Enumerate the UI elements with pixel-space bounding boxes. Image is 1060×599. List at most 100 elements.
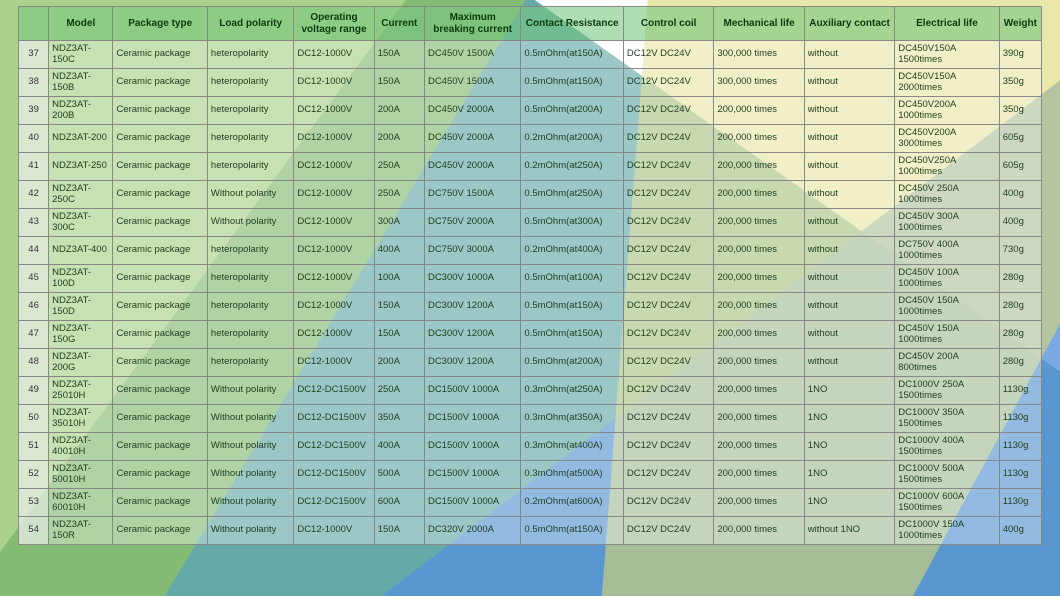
cell: DC12V DC24V xyxy=(623,517,713,545)
row-index: 54 xyxy=(19,517,49,545)
cell: DC1500V 1000A xyxy=(424,377,520,405)
cell: DC12-1000V xyxy=(294,265,374,293)
cell: DC450V200A 3000times xyxy=(895,125,1000,153)
cell: Without polarity xyxy=(207,461,293,489)
cell: 1130g xyxy=(999,461,1041,489)
cell: 150A xyxy=(374,321,424,349)
cell: 605g xyxy=(999,125,1041,153)
cell: DC450V 1500A xyxy=(424,41,520,69)
cell: 200,000 times xyxy=(714,293,804,321)
cell: DC12-1000V xyxy=(294,293,374,321)
cell: Ceramic package xyxy=(113,349,207,377)
cell: 200,000 times xyxy=(714,125,804,153)
cell: DC12-1000V xyxy=(294,517,374,545)
col-header: Package type xyxy=(113,7,207,41)
table-row: 39NDZ3AT-200BCeramic packageheteropolari… xyxy=(19,97,1042,125)
cell: 0.5mOhm(at150A) xyxy=(521,293,624,321)
cell: DC450V150A 2000times xyxy=(895,69,1000,97)
cell: DC12V DC24V xyxy=(623,41,713,69)
cell: heteropolarity xyxy=(207,321,293,349)
cell: DC12V DC24V xyxy=(623,265,713,293)
cell: 250A xyxy=(374,181,424,209)
cell: DC450V 250A 1000times xyxy=(895,181,1000,209)
cell: heteropolarity xyxy=(207,153,293,181)
cell: DC12-1000V xyxy=(294,209,374,237)
cell: DC12V DC24V xyxy=(623,69,713,97)
cell: DC12V DC24V xyxy=(623,153,713,181)
cell: 400g xyxy=(999,181,1041,209)
cell: 200,000 times xyxy=(714,433,804,461)
cell: 280g xyxy=(999,349,1041,377)
cell: 200,000 times xyxy=(714,489,804,517)
cell: DC450V 300A 1000times xyxy=(895,209,1000,237)
cell: NDZ3AT-100D xyxy=(49,265,113,293)
cell: Ceramic package xyxy=(113,405,207,433)
cell: without xyxy=(804,125,894,153)
cell: heteropolarity xyxy=(207,41,293,69)
cell: 0.5mOhm(at300A) xyxy=(521,209,624,237)
cell: NDZ3AT-250C xyxy=(49,181,113,209)
cell: DC1000V 400A 1500times xyxy=(895,433,1000,461)
cell: DC12V DC24V xyxy=(623,377,713,405)
cell: NDZ3AT-150B xyxy=(49,69,113,97)
cell: DC300V 1200A xyxy=(424,349,520,377)
cell: DC12-DC1500V xyxy=(294,489,374,517)
cell: 200,000 times xyxy=(714,181,804,209)
cell: DC450V250A 1000times xyxy=(895,153,1000,181)
col-header xyxy=(19,7,49,41)
table-row: 42NDZ3AT-250CCeramic packageWithout pola… xyxy=(19,181,1042,209)
cell: Without polarity xyxy=(207,517,293,545)
row-index: 48 xyxy=(19,349,49,377)
table-body: 37NDZ3AT-150CCeramic packageheteropolari… xyxy=(19,41,1042,545)
cell: 0.5mOhm(at150A) xyxy=(521,321,624,349)
cell: without xyxy=(804,41,894,69)
cell: without xyxy=(804,97,894,125)
cell: 400g xyxy=(999,517,1041,545)
cell: DC320V 2000A xyxy=(424,517,520,545)
cell: DC450V 150A 1000times xyxy=(895,321,1000,349)
row-index: 49 xyxy=(19,377,49,405)
spec-table: ModelPackage typeLoad polarityOperating … xyxy=(18,6,1042,545)
cell: 350A xyxy=(374,405,424,433)
cell: DC450V 100A 1000times xyxy=(895,265,1000,293)
cell: 280g xyxy=(999,265,1041,293)
table-row: 53NDZ3AT-60010HCeramic packageWithout po… xyxy=(19,489,1042,517)
cell: Ceramic package xyxy=(113,69,207,97)
cell: Ceramic package xyxy=(113,153,207,181)
cell: DC450V 200A 800times xyxy=(895,349,1000,377)
cell: 0.5mOhm(at150A) xyxy=(521,517,624,545)
col-header: Contact Resistance xyxy=(521,7,624,41)
cell: Ceramic package xyxy=(113,125,207,153)
cell: DC450V 1500A xyxy=(424,69,520,97)
cell: 0.2mOhm(at400A) xyxy=(521,237,624,265)
cell: DC1000V 150A 1000times xyxy=(895,517,1000,545)
cell: DC12-1000V xyxy=(294,41,374,69)
cell: 400A xyxy=(374,237,424,265)
cell: 1130g xyxy=(999,433,1041,461)
cell: 280g xyxy=(999,293,1041,321)
cell: 0.2mOhm(at600A) xyxy=(521,489,624,517)
cell: DC12-1000V xyxy=(294,237,374,265)
cell: Ceramic package xyxy=(113,517,207,545)
cell: DC1000V 250A 1500times xyxy=(895,377,1000,405)
cell: DC12V DC24V xyxy=(623,349,713,377)
cell: Ceramic package xyxy=(113,209,207,237)
cell: DC1000V 500A 1500times xyxy=(895,461,1000,489)
cell: 150A xyxy=(374,69,424,97)
cell: NDZ3AT-200B xyxy=(49,97,113,125)
cell: 350g xyxy=(999,97,1041,125)
cell: NDZ3AT-150G xyxy=(49,321,113,349)
table-row: 45NDZ3AT-100DCeramic packageheteropolari… xyxy=(19,265,1042,293)
cell: 200,000 times xyxy=(714,405,804,433)
spec-table-container: ModelPackage typeLoad polarityOperating … xyxy=(0,0,1060,551)
table-row: 52NDZ3AT-50010HCeramic packageWithout po… xyxy=(19,461,1042,489)
cell: 300,000 times xyxy=(714,69,804,97)
cell: 250A xyxy=(374,377,424,405)
cell: DC450V 2000A xyxy=(424,153,520,181)
cell: without xyxy=(804,153,894,181)
cell: DC12-1000V xyxy=(294,181,374,209)
cell: DC12-1000V xyxy=(294,321,374,349)
cell: Ceramic package xyxy=(113,433,207,461)
table-row: 40NDZ3AT-200Ceramic packageheteropolarit… xyxy=(19,125,1042,153)
col-header: Weight xyxy=(999,7,1041,41)
